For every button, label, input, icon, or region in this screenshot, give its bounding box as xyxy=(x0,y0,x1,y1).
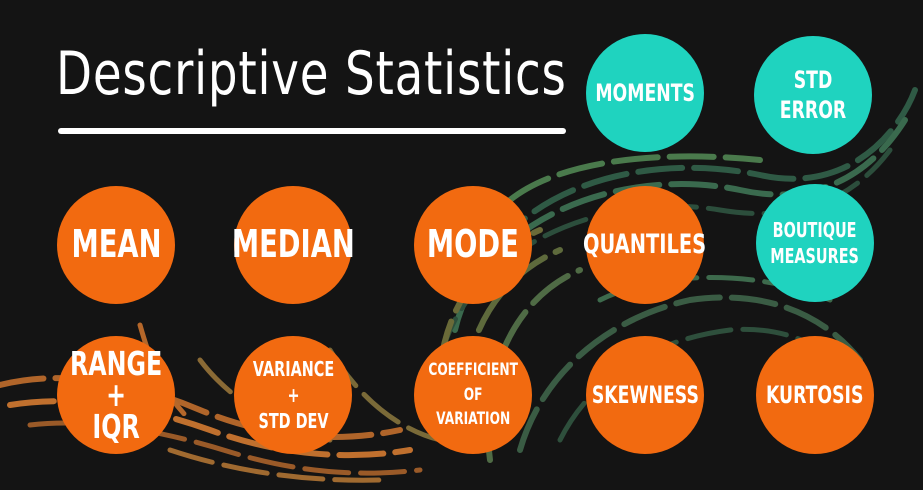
node-variance-std-dev: VARIANCE + STD DEV xyxy=(234,336,352,454)
node-quantiles-label: QUANTILES xyxy=(583,228,707,260)
node-boutique-measures-label: BOUTIQUE MEASURES xyxy=(770,218,860,268)
node-variance-std-dev-label: VARIANCE + STD DEV xyxy=(252,357,334,433)
node-moments-label: MOMENTS xyxy=(595,79,695,107)
node-kurtosis: KURTOSIS xyxy=(756,336,874,454)
node-std-error-label: STD ERROR xyxy=(779,66,847,124)
node-range-iqr: RANGE + IQR xyxy=(57,336,175,454)
node-std-error: STD ERROR xyxy=(754,36,872,154)
node-skewness: SKEWNESS xyxy=(586,336,704,454)
node-median-label: MEDIAN xyxy=(231,222,355,267)
page-title: Descriptive Statistics xyxy=(56,39,567,109)
node-boutique-measures: BOUTIQUE MEASURES xyxy=(756,184,874,302)
node-coefficient-of-variation: COEFFICIENT OF VARIATION xyxy=(414,336,532,454)
node-mode: MODE xyxy=(414,186,532,304)
title-underline xyxy=(58,128,566,134)
node-coefficient-of-variation-label: COEFFICIENT OF VARIATION xyxy=(428,360,518,430)
node-range-iqr-label: RANGE + IQR xyxy=(69,343,163,446)
node-quantiles: QUANTILES xyxy=(583,186,707,304)
node-mean: MEAN xyxy=(57,186,175,304)
node-mode-label: MODE xyxy=(427,222,519,267)
node-moments: MOMENTS xyxy=(586,34,704,152)
node-skewness-label: SKEWNESS xyxy=(591,381,699,409)
node-median: MEDIAN xyxy=(231,186,355,304)
node-mean-label: MEAN xyxy=(71,222,162,267)
node-kurtosis-label: KURTOSIS xyxy=(766,381,864,409)
